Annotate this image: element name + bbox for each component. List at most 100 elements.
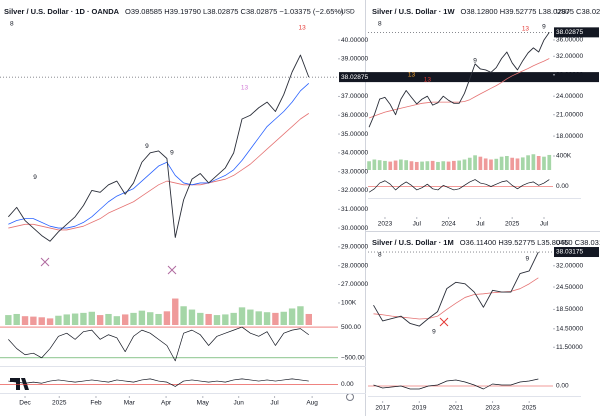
cross-marker	[40, 257, 50, 267]
x-tick-label: Jun	[233, 400, 244, 407]
volume-bar	[230, 312, 237, 325]
last-price-box	[554, 247, 599, 258]
x-tick-label: 2019	[412, 405, 427, 412]
volume-bar	[297, 306, 304, 325]
volume-bar	[467, 157, 472, 170]
volume-bar	[55, 315, 62, 325]
price-line	[368, 32, 550, 128]
y-tick-label: 30.00000	[341, 225, 368, 232]
x-tick-label: Dec	[19, 400, 31, 407]
currency-label: USD	[341, 9, 355, 16]
x-tick-label: May	[197, 400, 210, 407]
volume-bar	[478, 156, 483, 170]
logo-shape	[10, 378, 29, 390]
y-tick-label: 24.00000	[556, 93, 583, 100]
x-tick-label: Jul	[270, 400, 279, 407]
x-tick-label: 2025	[505, 221, 520, 228]
annotation: 9	[473, 57, 477, 64]
oscillator-line	[8, 378, 309, 387]
volume-bar	[515, 158, 520, 170]
annotation: 13	[424, 77, 432, 84]
x-tick-label: 2023	[485, 405, 500, 412]
last-price-box	[339, 72, 599, 83]
volume-bar	[113, 316, 121, 325]
volume-bar	[30, 316, 37, 325]
y-tick-label: 21.00000	[556, 111, 583, 118]
volume-bar	[383, 160, 387, 170]
x-tick-label: 2017	[375, 405, 390, 412]
ohlc-readout: O36.11400 H39.52775 L35.80450 C38.03175	[460, 238, 600, 247]
tv-logo	[10, 378, 29, 390]
last-price-label: 38.02875	[556, 29, 583, 36]
y-tick-label: 40.00000	[341, 37, 368, 44]
chart-title: Silver / U.S. Dollar · 1D · OANDA	[4, 7, 120, 16]
volume-bar	[441, 161, 446, 170]
ohlc-readout: O39.08585 H39.19790 L38.02875 C38.02875 …	[125, 7, 344, 16]
volume-bar	[536, 155, 541, 170]
volume-bar	[436, 161, 440, 170]
volume-bar	[288, 308, 296, 325]
pane-tick-label: 500.00	[341, 324, 361, 331]
volume-bar	[5, 315, 12, 325]
pane-tick-label: 0.00	[556, 183, 569, 190]
oscillator-line	[8, 326, 309, 362]
volume-bar	[430, 160, 435, 170]
volume-bar	[105, 313, 112, 325]
volume-bar	[238, 307, 246, 325]
volume-bar	[263, 312, 271, 325]
volume-bar	[409, 161, 414, 170]
volume-bar	[372, 159, 377, 170]
y-tick-label: 33.00000	[341, 168, 368, 175]
volume-bar	[499, 156, 504, 170]
volume-bar	[510, 157, 515, 170]
cross-marker	[167, 265, 177, 275]
annotation: 13	[241, 85, 249, 92]
volume-bar	[377, 160, 382, 170]
y-tick-label: 24.50000	[556, 284, 583, 291]
annotation: 13	[522, 26, 530, 33]
y-tick-label: 34.00000	[341, 150, 368, 157]
x-tick-label: 2023	[378, 221, 393, 228]
x-tick-label: 2025	[52, 400, 67, 407]
annotation: 9	[33, 174, 37, 181]
moving-average	[368, 58, 550, 119]
x-tick-label: Jul	[476, 221, 485, 228]
price-line	[373, 251, 539, 327]
pane-tick-label: 0.00	[556, 383, 569, 390]
y-tick-label: 37.00000	[341, 93, 368, 100]
indicator-label: 8	[10, 21, 14, 28]
volume-bar	[247, 309, 254, 325]
volume-bar	[393, 160, 398, 170]
volume-bar	[462, 159, 467, 170]
x-tick-label: Aug	[306, 400, 318, 407]
oscillator-line	[368, 179, 550, 193]
y-tick-label: 35.00000	[341, 131, 368, 138]
y-tick-label: 28.00000	[556, 72, 583, 79]
moving-average	[8, 113, 310, 231]
x-tick-label: 2025	[522, 405, 537, 412]
x-tick-label: 2021	[449, 405, 464, 412]
volume-tick-label: 100K	[341, 300, 357, 307]
volume-bar	[425, 161, 430, 170]
volume-bar	[446, 161, 451, 170]
volume-bar	[38, 317, 45, 325]
x-tick-label: Jul	[540, 221, 549, 228]
volume-bar	[46, 318, 54, 325]
y-tick-label: 27.00000	[341, 281, 368, 288]
volume-bar	[505, 155, 509, 170]
volume-bar	[121, 314, 129, 325]
volume-bar	[155, 313, 162, 325]
y-tick-label: 28.00000	[341, 262, 368, 269]
y-tick-label: 36.00000	[341, 112, 368, 119]
x-tick-label: Mar	[124, 400, 136, 407]
volume-bar	[180, 306, 187, 325]
volume-bar	[489, 159, 493, 170]
volume-bar	[473, 155, 477, 170]
volume-bar	[367, 161, 371, 170]
annotation: 9	[170, 150, 174, 157]
x-tick-label: Feb	[90, 400, 102, 407]
volume-bar	[494, 158, 499, 170]
indicator-label: 8	[378, 21, 382, 28]
annotation: 9	[145, 143, 149, 150]
